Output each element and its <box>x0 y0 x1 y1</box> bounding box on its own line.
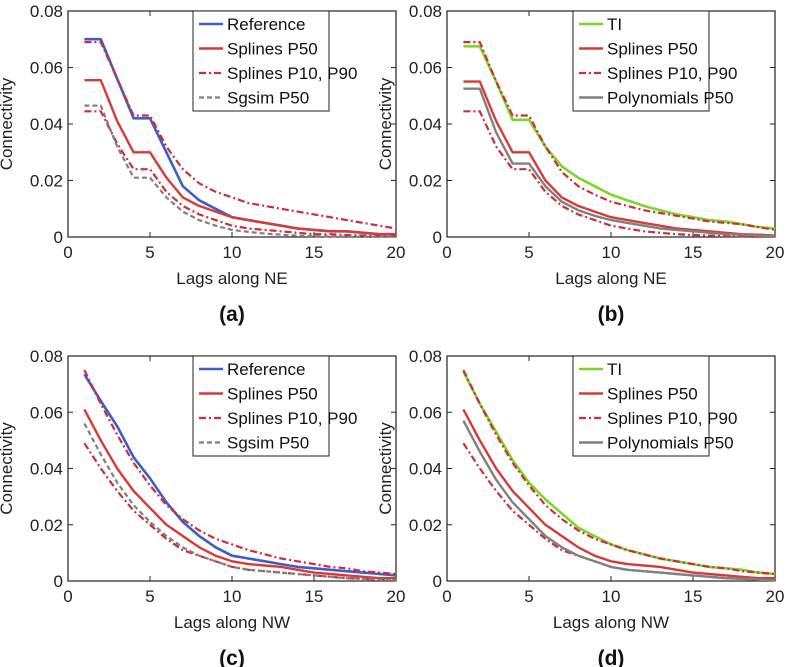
series-line-p50 <box>462 408 775 580</box>
x-tick-label: 15 <box>305 243 324 262</box>
legend-entry: TI <box>607 15 622 34</box>
panel-label: (a) <box>219 303 245 326</box>
y-tick-label: 0.06 <box>30 403 63 422</box>
y-tick-label: 0.08 <box>30 347 63 366</box>
y-tick-label: 0.04 <box>30 115 63 134</box>
series-line-p50 <box>83 408 396 580</box>
legend-entry: Splines P50 <box>227 385 318 404</box>
legend: TI Splines P50 Splines P10, P90 Polynomials… <box>572 355 737 457</box>
x-tick-label: 10 <box>223 587 242 606</box>
panel-3: 0 5 10 15 20 0 0.02 0.04 0.06 0.08 Lags along NW Co… <box>0 347 405 667</box>
panel-4: 0 5 10 15 20 0 0.02 0.04 0.06 0.08 Lags along NW Co… <box>376 347 784 667</box>
legend: Reference Splines P50 Splines P10, P90 Sgsi… <box>192 355 357 457</box>
legend-box <box>572 10 710 112</box>
series-line-p1090 <box>83 369 397 576</box>
y-tick-label: 0.08 <box>409 2 442 21</box>
legend-entry: Reference <box>227 360 305 379</box>
y-axis-label: Connectivity <box>0 77 16 170</box>
y-tick-label: 0.02 <box>30 172 63 191</box>
x-tick-label: 10 <box>602 587 621 606</box>
legend-entry: Splines P10, P90 <box>607 64 737 83</box>
legend: Reference Splines P50 Splines P10, P90 Sgsi… <box>192 10 357 112</box>
x-tick-label: 0 <box>442 243 451 262</box>
x-tick-label: 5 <box>145 243 154 262</box>
series-line-gray-dashed <box>84 104 396 238</box>
legend: TI Splines P50 Splines P10, P90 Polynomials… <box>572 10 737 112</box>
legend-entry: Splines P50 <box>607 40 698 59</box>
legend-entry: Splines P10, P90 <box>227 64 357 83</box>
series-line-p1090 <box>84 40 397 230</box>
legend-entry: Splines P10, P90 <box>607 409 737 428</box>
x-axis-label: Lags along NW <box>174 613 290 632</box>
panel-2: 0 5 10 15 20 0 0.02 0.04 0.06 0.08 Lags along NE Co… <box>376 2 784 326</box>
legend-entry: Splines P10, P90 <box>227 409 357 428</box>
y-tick-label: 0.04 <box>409 115 442 134</box>
y-tick-label: 0.06 <box>30 59 63 78</box>
x-tick-label: 5 <box>524 243 533 262</box>
y-tick-label: 0 <box>54 228 63 247</box>
y-axis-label: Connectivity <box>376 77 395 170</box>
x-tick-label: 5 <box>524 587 533 606</box>
series-line-p1090 <box>463 40 776 231</box>
x-tick-label: 20 <box>387 243 406 262</box>
x-tick-label: 20 <box>387 587 406 606</box>
x-axis-label: Lags along NE <box>176 269 288 288</box>
y-tick-label: 0 <box>433 572 442 591</box>
y-tick-label: 0.02 <box>409 172 442 191</box>
y-tick-label: 0 <box>433 228 442 247</box>
legend-box <box>192 355 330 457</box>
y-tick-label: 0.02 <box>409 516 442 535</box>
series-line-p1090 <box>462 369 776 576</box>
y-tick-label: 0.08 <box>30 2 63 21</box>
x-tick-label: 15 <box>684 243 703 262</box>
legend-entry: TI <box>607 360 622 379</box>
x-tick-label: 20 <box>766 587 785 606</box>
legend-box <box>192 10 330 112</box>
y-tick-label: 0.06 <box>409 403 442 422</box>
legend-box <box>572 355 710 457</box>
x-tick-label: 10 <box>223 243 242 262</box>
legend-entry: Sgsim P50 <box>227 89 309 108</box>
x-tick-label: 15 <box>684 587 703 606</box>
series-line-ti <box>463 44 776 230</box>
series-line-p1090 <box>84 110 397 238</box>
y-tick-label: 0.04 <box>30 460 63 479</box>
x-axis-label: Lags along NE <box>555 269 667 288</box>
x-tick-label: 0 <box>442 587 451 606</box>
x-tick-label: 0 <box>63 243 72 262</box>
legend-entry: Reference <box>227 15 305 34</box>
y-tick-label: 0.08 <box>409 347 442 366</box>
series-line-gray-solid <box>463 87 776 238</box>
series-line-p50 <box>463 80 776 237</box>
y-tick-label: 0.06 <box>409 59 442 78</box>
legend-entry: Sgsim P50 <box>227 434 309 453</box>
panel-1: 0 5 10 15 20 0 0.02 0.04 0.06 0.08 Lags along NE Co… <box>0 2 405 326</box>
series-line-p1090 <box>83 442 397 582</box>
legend-entry: Polynomials P50 <box>607 89 734 108</box>
panel-label: (c) <box>219 647 245 667</box>
panel-label: (b) <box>598 303 625 326</box>
series-line-p1090 <box>463 110 775 238</box>
series-line-gray-dashed <box>83 422 397 582</box>
legend-entry: Polynomials P50 <box>607 434 734 453</box>
y-axis-label: Connectivity <box>376 422 395 515</box>
x-axis-label: Lags along NW <box>553 613 669 632</box>
series-line-p50 <box>84 78 396 236</box>
series-line-reference <box>83 373 397 577</box>
y-axis-label: Connectivity <box>0 422 16 515</box>
series-line-p1090 <box>462 442 776 582</box>
x-tick-label: 15 <box>305 587 324 606</box>
y-tick-label: 0.02 <box>30 516 63 535</box>
panel-label: (d) <box>598 647 625 667</box>
x-tick-label: 5 <box>145 587 154 606</box>
x-tick-label: 20 <box>766 243 785 262</box>
x-tick-label: 10 <box>602 243 621 262</box>
x-tick-label: 0 <box>63 587 72 606</box>
y-tick-label: 0.04 <box>409 460 442 479</box>
legend-entry: Splines P50 <box>227 40 318 59</box>
y-tick-label: 0 <box>54 572 63 591</box>
legend-entry: Splines P50 <box>607 385 698 404</box>
series-line-gray-solid <box>462 420 776 582</box>
